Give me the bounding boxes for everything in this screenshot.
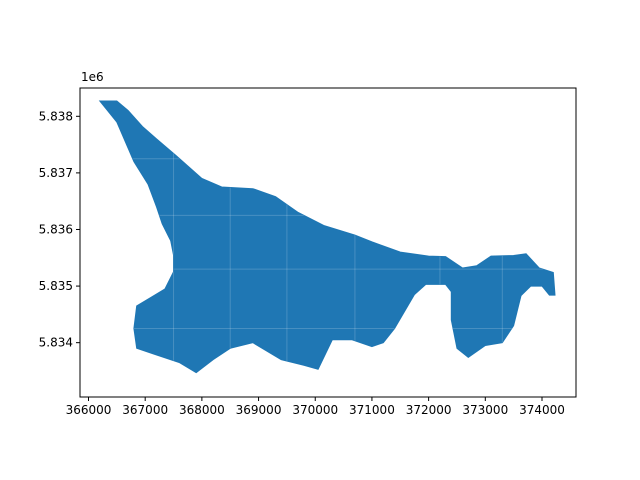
x-tick-label: 367000 (122, 403, 168, 417)
y-tick-label: 5.834 (39, 336, 73, 350)
region-polygon-0 (98, 100, 556, 374)
y-tick-label: 5.838 (39, 109, 73, 123)
y-tick-label: 5.835 (39, 279, 73, 293)
y-axis: 5.834 5.835 5.836 5.837 5.838 (39, 109, 80, 350)
x-tick-label: 372000 (406, 403, 452, 417)
axes-frame (79, 87, 577, 398)
x-axis: 366000 367000 368000 369000 370000 371000 3720… (66, 397, 565, 417)
y-tick-label: 5.836 (39, 222, 73, 236)
x-tick-label: 371000 (349, 403, 395, 417)
x-tick-label: 373000 (462, 403, 508, 417)
x-tick-label: 370000 (292, 403, 338, 417)
x-tick-label: 374000 (519, 403, 565, 417)
x-tick-label: 368000 (179, 403, 225, 417)
x-tick-label: 369000 (236, 403, 282, 417)
y-tick-label: 5.837 (39, 166, 73, 180)
y-offset-label: 1e6 (81, 70, 104, 84)
x-tick-label: 366000 (66, 403, 112, 417)
